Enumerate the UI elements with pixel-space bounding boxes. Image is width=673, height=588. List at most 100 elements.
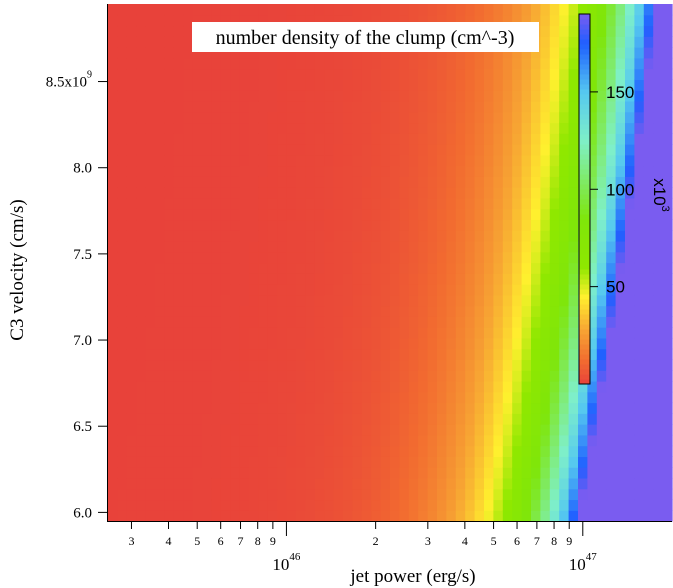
heatmap-cell xyxy=(286,154,297,167)
heatmap-cell xyxy=(474,68,485,80)
heatmap-cell xyxy=(493,57,504,70)
heatmap-cell xyxy=(521,434,532,447)
heatmap-cell xyxy=(371,499,382,511)
heatmap-cell xyxy=(361,402,372,414)
heatmap-cell xyxy=(408,391,419,404)
heatmap-cell xyxy=(145,100,156,113)
heatmap-cell xyxy=(239,219,250,231)
heatmap-cell xyxy=(211,510,222,522)
heatmap-cell xyxy=(371,251,382,264)
heatmap-cell xyxy=(136,467,147,479)
heatmap-cell xyxy=(249,424,259,436)
heatmap-cell xyxy=(484,370,494,382)
heatmap-cell xyxy=(296,424,306,436)
heatmap-cell xyxy=(418,165,429,177)
heatmap-cell xyxy=(126,100,137,113)
heatmap-cell xyxy=(568,251,579,264)
heatmap-cell xyxy=(531,176,541,188)
heatmap-cell xyxy=(324,391,335,404)
heatmap-cell xyxy=(512,477,523,490)
colorbar-segment xyxy=(579,84,590,90)
heatmap-cell xyxy=(615,230,626,242)
heatmap-cell xyxy=(484,499,494,511)
heatmap-cell xyxy=(136,230,147,242)
heatmap-cell xyxy=(559,305,570,317)
heatmap-cell xyxy=(587,337,598,350)
heatmap-cell xyxy=(408,176,419,188)
heatmap-cell xyxy=(126,57,137,70)
heatmap-cell xyxy=(126,144,137,156)
heatmap-cell xyxy=(380,510,391,522)
heatmap-cell xyxy=(643,90,654,102)
heatmap-cell xyxy=(286,251,297,264)
heatmap-cell xyxy=(512,348,523,361)
heatmap-cell xyxy=(662,445,673,457)
heatmap-cell xyxy=(211,337,222,350)
heatmap-cell xyxy=(333,488,344,501)
colorbar-segment xyxy=(579,189,590,195)
heatmap-cell xyxy=(465,499,476,511)
heatmap-cell xyxy=(446,133,457,145)
heatmap-cell xyxy=(333,154,344,167)
heatmap-cell xyxy=(164,413,175,425)
heatmap-cell xyxy=(465,316,476,328)
heatmap-cell xyxy=(126,165,137,177)
heatmap-cell xyxy=(145,154,156,167)
heatmap-cell xyxy=(380,122,391,134)
heatmap-cell xyxy=(183,284,194,296)
heatmap-cell xyxy=(277,348,288,361)
heatmap-cell xyxy=(606,413,617,425)
heatmap-cell xyxy=(531,510,541,522)
heatmap-cell xyxy=(220,391,231,404)
heatmap-cell xyxy=(258,230,269,242)
heatmap-cell xyxy=(192,230,203,242)
heatmap-cell xyxy=(521,251,532,264)
heatmap-cell xyxy=(455,154,466,167)
heatmap-cell xyxy=(333,337,344,350)
heatmap-cell xyxy=(324,370,335,382)
heatmap-cell xyxy=(502,57,513,70)
heatmap-cell xyxy=(427,413,438,425)
heatmap-cell xyxy=(512,337,523,350)
heatmap-cell xyxy=(380,294,391,307)
heatmap-cell xyxy=(361,4,372,16)
heatmap-cell xyxy=(587,208,598,221)
heatmap-cell xyxy=(625,57,635,70)
colorbar-segment xyxy=(579,304,590,310)
colorbar-segment xyxy=(579,209,590,215)
heatmap-cell xyxy=(643,284,654,296)
heatmap-cell xyxy=(662,144,673,156)
heatmap-cell xyxy=(183,122,194,134)
heatmap-cell xyxy=(512,316,523,328)
heatmap-cell xyxy=(502,370,513,382)
heatmap-cell xyxy=(117,240,128,253)
heatmap-cell xyxy=(305,251,316,264)
heatmap-cell xyxy=(314,284,325,296)
heatmap-cell xyxy=(343,197,353,210)
heatmap-cell xyxy=(502,294,513,307)
heatmap-cell xyxy=(549,499,560,511)
heatmap-cell xyxy=(220,197,231,210)
heatmap-cell xyxy=(408,510,419,522)
heatmap-cell xyxy=(418,68,429,80)
heatmap-cell xyxy=(117,327,128,339)
heatmap-cell xyxy=(361,133,372,145)
heatmap-cell xyxy=(211,90,222,102)
heatmap-cell xyxy=(465,100,476,113)
heatmap-cell xyxy=(568,240,579,253)
heatmap-cell xyxy=(568,47,579,59)
heatmap-cell xyxy=(173,305,184,317)
heatmap-cell xyxy=(164,294,175,307)
heatmap-cell xyxy=(173,370,184,382)
heatmap-cell xyxy=(249,359,259,371)
heatmap-cell xyxy=(136,165,147,177)
heatmap-cell xyxy=(183,90,194,102)
heatmap-cell xyxy=(606,68,617,80)
heatmap-cell xyxy=(136,359,147,371)
heatmap-cell xyxy=(446,413,457,425)
heatmap-cell xyxy=(643,176,654,188)
heatmap-cell xyxy=(596,510,607,522)
heatmap-cell xyxy=(258,359,269,371)
heatmap-cell xyxy=(455,327,466,339)
heatmap-cell xyxy=(239,187,250,199)
